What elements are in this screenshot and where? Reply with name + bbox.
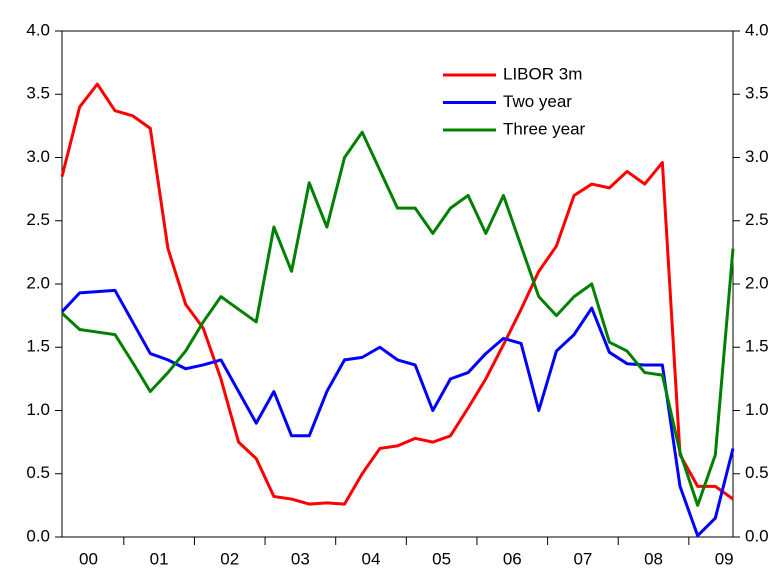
line-series: [60, 130, 735, 507]
x-tick-label: 04: [362, 549, 381, 568]
legend-label: LIBOR 3m: [503, 64, 582, 83]
y2-tick-label: 1.5: [745, 337, 769, 356]
x-tick-label: 09: [715, 549, 734, 568]
x-tick-label: 07: [573, 549, 592, 568]
legend-label: Three year: [503, 119, 586, 138]
line-series: [60, 288, 735, 538]
x-tick-label: 01: [150, 549, 169, 568]
y-tick-label: 2.0: [26, 273, 50, 292]
y2-tick-label: 2.0: [745, 273, 769, 292]
y-tick-label: 3.0: [26, 147, 50, 166]
x-tick-label: 05: [432, 549, 451, 568]
x-tick-label: 02: [220, 549, 239, 568]
y2-tick-label: 3.5: [745, 84, 769, 103]
y2-tick-label: 4.0: [745, 20, 769, 39]
y-tick-label: 4.0: [26, 20, 50, 39]
y-tick-label: 1.0: [26, 400, 50, 419]
x-tick-label: 08: [644, 549, 663, 568]
y-tick-label: 2.5: [26, 210, 50, 229]
y-tick-label: 0.0: [26, 526, 50, 545]
y-tick-label: 1.5: [26, 337, 50, 356]
y2-tick-label: 0.0: [745, 526, 769, 545]
line-series: [60, 82, 734, 506]
legend-label: Two year: [503, 92, 572, 111]
y2-tick-label: 3.0: [745, 147, 769, 166]
y2-tick-label: 2.5: [745, 210, 769, 229]
y-tick-label: 0.5: [26, 463, 50, 482]
x-tick-label: 03: [291, 549, 310, 568]
y-tick-label: 3.5: [26, 84, 50, 103]
y2-tick-label: 1.0: [745, 400, 769, 419]
plot-frame: [61, 30, 734, 538]
x-tick-label: 00: [79, 549, 98, 568]
x-tick-label: 06: [503, 549, 522, 568]
y2-tick-label: 0.5: [745, 463, 769, 482]
